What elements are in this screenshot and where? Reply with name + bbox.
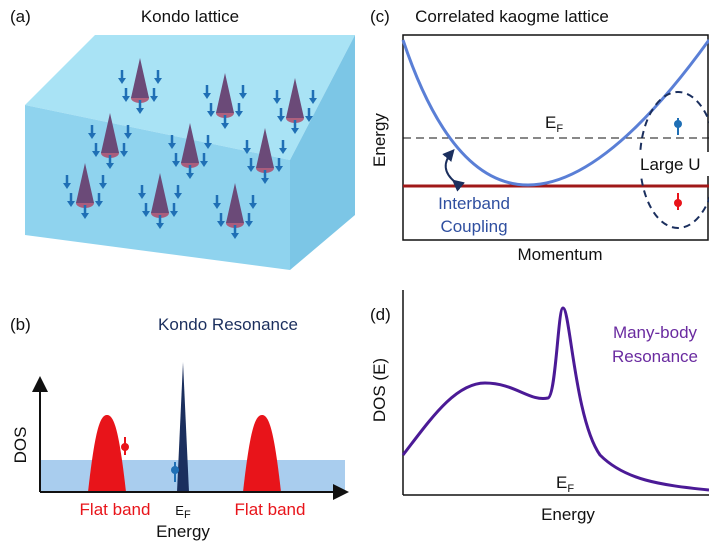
panel-label: (d) [370,305,391,324]
band-label: Flat band [80,500,151,519]
fermi-label: EF [545,113,563,135]
band-label: Flat band [235,500,306,519]
annotation: Interband [438,194,510,213]
annotation: Resonance [612,347,698,366]
axis-label: Energy [156,522,210,541]
flat-band-peak [88,415,126,492]
fermi-label: EF [556,473,574,495]
spin-pair [121,437,129,455]
annotation: Large U [640,155,700,174]
panel-label: (b) [10,315,31,334]
axis-label: Energy [370,113,389,167]
axis-label: Momentum [517,245,602,264]
panel-title: Kondo Resonance [158,315,298,334]
flat-band-peak [243,415,281,492]
axis-label: DOS [11,427,30,464]
annotation: Coupling [440,217,507,236]
kondo-peak [177,362,189,492]
annotation: Many-body [613,323,698,342]
panel-label: (a) [10,7,31,26]
panel-title: Correlated kaogme lattice [415,7,609,26]
figure: (a) Kondo lattice (b) Kondo Resonance DO… [0,0,709,546]
fermi-label: EF [175,503,191,521]
panel-label: (c) [370,7,390,26]
conduction-band [40,460,345,492]
panel-title: Kondo lattice [141,7,239,26]
coupling-arrow [446,152,455,182]
axis-label: Energy [541,505,595,524]
axis-label: DOS (E) [370,358,389,422]
